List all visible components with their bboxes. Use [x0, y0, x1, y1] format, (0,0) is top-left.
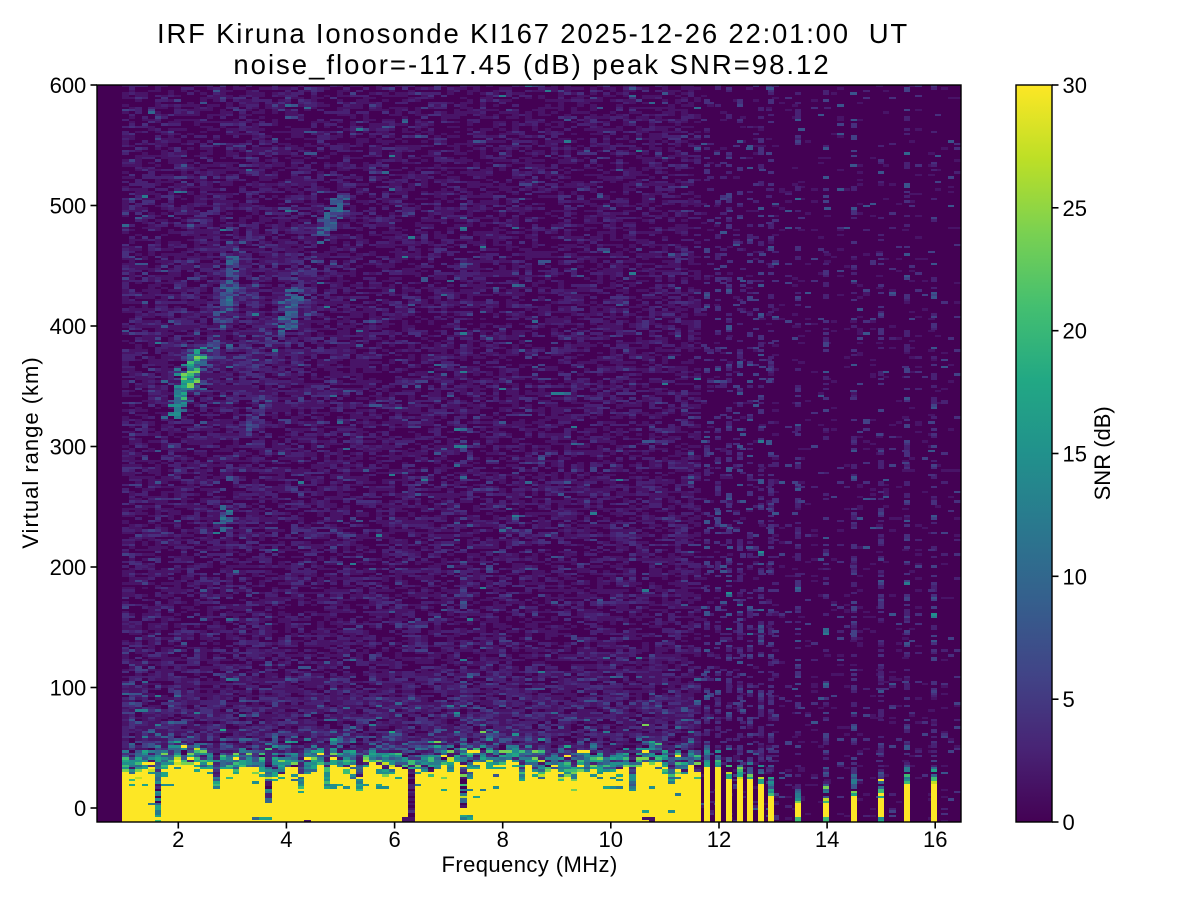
svg-text:SNR (dB): SNR (dB): [1090, 406, 1115, 500]
svg-text:6: 6: [388, 827, 400, 852]
svg-text:4: 4: [280, 827, 292, 852]
svg-text:10: 10: [599, 827, 623, 852]
svg-text:15: 15: [1063, 442, 1087, 467]
svg-text:500: 500: [50, 194, 87, 219]
svg-text:14: 14: [815, 827, 839, 852]
svg-text:25: 25: [1063, 196, 1087, 221]
svg-text:16: 16: [923, 827, 947, 852]
svg-text:600: 600: [50, 73, 87, 98]
svg-text:5: 5: [1063, 687, 1075, 712]
svg-text:300: 300: [50, 435, 87, 460]
svg-text:100: 100: [50, 676, 87, 701]
svg-text:200: 200: [50, 555, 87, 580]
svg-text:30: 30: [1063, 73, 1087, 98]
svg-text:12: 12: [707, 827, 731, 852]
svg-text:Virtual range (km): Virtual range (km): [18, 356, 43, 548]
svg-text:10: 10: [1063, 564, 1087, 589]
svg-text:20: 20: [1063, 319, 1087, 344]
svg-text:0: 0: [74, 796, 86, 821]
svg-text:400: 400: [50, 314, 87, 339]
svg-text:Frequency (MHz): Frequency (MHz): [441, 852, 617, 877]
svg-text:0: 0: [1063, 810, 1075, 835]
svg-text:noise_floor=-117.45 (dB) peak: noise_floor=-117.45 (dB) peak SNR=98.12: [233, 49, 830, 80]
svg-text:8: 8: [497, 827, 509, 852]
svg-text:2: 2: [172, 827, 184, 852]
svg-text:IRF Kiruna Ionosonde KI167 202: IRF Kiruna Ionosonde KI167 2025-12-26 22…: [157, 18, 909, 49]
